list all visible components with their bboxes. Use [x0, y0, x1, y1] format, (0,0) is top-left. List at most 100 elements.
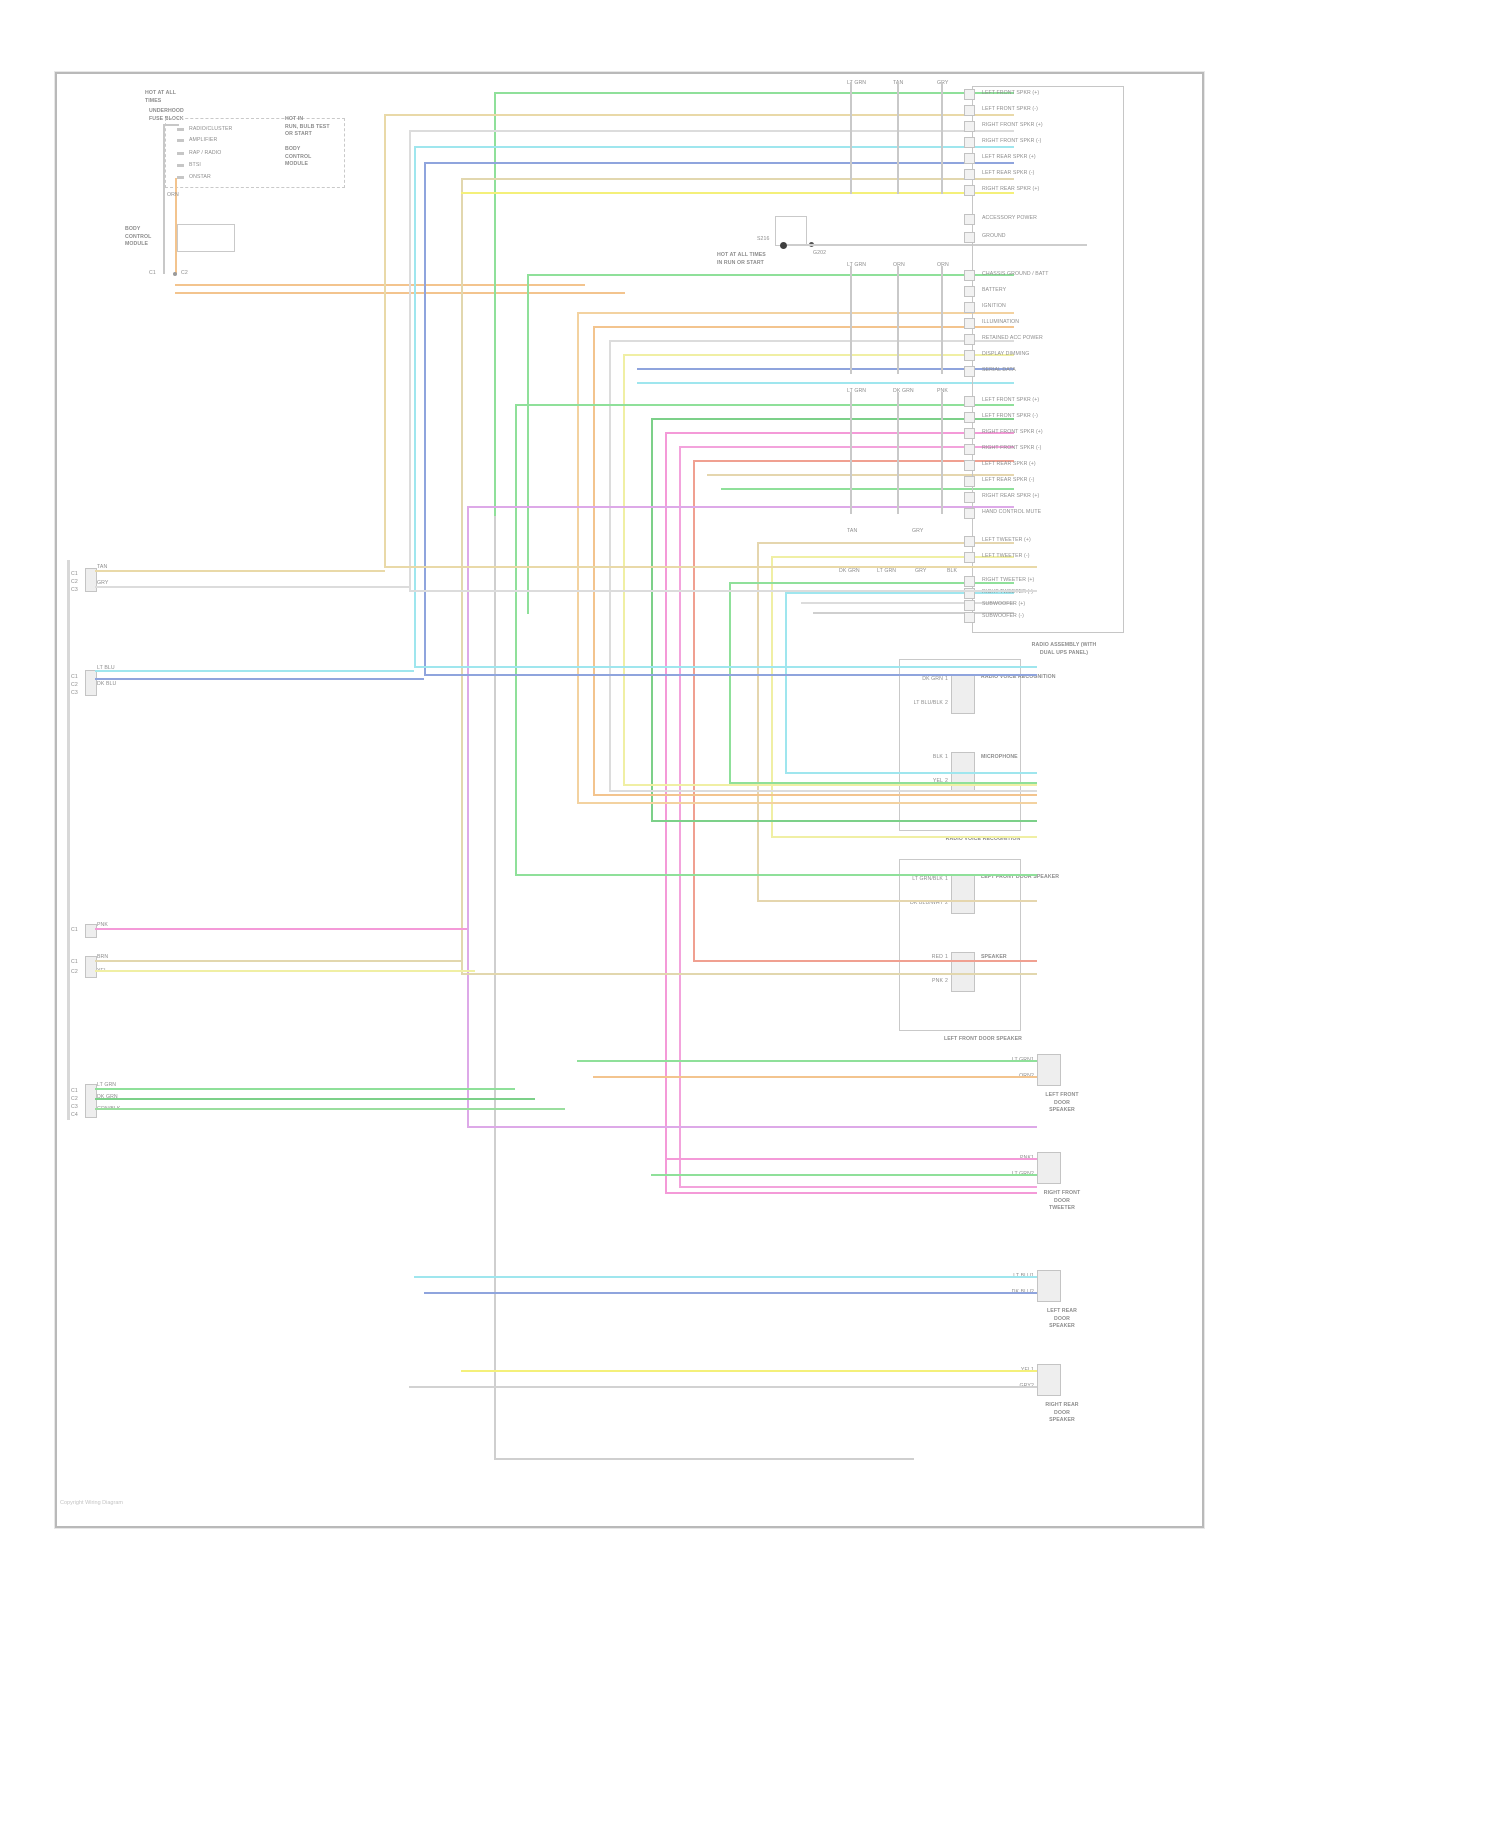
conn-term-b1 [964, 214, 975, 225]
module-1-in2-wire: RED [931, 954, 943, 960]
conn-term-c3 [964, 302, 975, 313]
wire-red-bottom [693, 960, 1037, 962]
left-in-0-pin-1: C2 [71, 579, 78, 585]
conn-term-e1 [964, 536, 975, 547]
footer-text: Copyright Wiring Diagram [60, 1500, 123, 1506]
wire-brn-bottom [461, 973, 1037, 975]
conn-term-b2 [964, 232, 975, 243]
wire-yel-tier2-v [623, 354, 625, 784]
splice-box [775, 216, 807, 246]
wire-pnk2-tier3-v [679, 446, 681, 1186]
conn-label-c2: BATTERY [982, 287, 1007, 293]
conn-spine-d2 [897, 392, 899, 514]
left-in-4-pin-0: C1 [71, 1088, 78, 1094]
wire-dkblu-left-v [424, 162, 426, 674]
conn-label-b2: GROUND [982, 233, 1006, 239]
conn-spine-3 [941, 82, 943, 194]
wire-ltblu2-bottom [414, 666, 1037, 668]
fuse-row-label-3: BTSI [189, 162, 201, 168]
conn-label-b1: ACCESSORY POWER [982, 215, 1037, 221]
left-stub-4c [95, 1108, 565, 1110]
conn-spine-c2 [897, 266, 899, 374]
conn-label-c6: DISPLAY DIMMING [982, 351, 1030, 357]
wirecap-d2: DK GRN [893, 388, 914, 394]
wire-gry-tier5 [801, 602, 1014, 604]
conn-label-d6: LEFT REAR SPKR (-) [982, 477, 1035, 483]
wirecap-f2: LT GRN [877, 568, 897, 574]
conn-label-e1: LEFT TWEETER (+) [982, 537, 1031, 543]
wire-orn-tier2 [577, 312, 1014, 314]
conn-term-d2 [964, 412, 975, 423]
wire-red-tier3-v [693, 460, 695, 960]
wire-yel-tier4-v [771, 556, 773, 836]
conn-term-a4 [964, 137, 975, 148]
conn-term-c4 [964, 318, 975, 329]
left-in-3-label-0: BRN [97, 954, 109, 960]
wire-ltgrn-tier2 [527, 274, 1014, 276]
wire-brn-top [461, 178, 1014, 180]
module-1-in2-pin: 1 [945, 954, 948, 960]
wire-dkgrn-bottom [651, 820, 1037, 822]
conn-label-d2: LEFT FRONT SPKR (-) [982, 413, 1038, 419]
left-in-0-pin-2: C3 [71, 587, 78, 593]
conn-label-a3: RIGHT FRONT SPKR (+) [982, 122, 1043, 128]
module-0-in1-wire: LT BLU/BLK [913, 700, 943, 706]
wire-tan-top [384, 114, 1014, 116]
left-stub-1b [95, 678, 424, 680]
speaker-3-name: RIGHT REAR DOOR SPEAKER [1045, 1402, 1079, 1424]
bcm-outline [177, 224, 235, 252]
left-stub-3a [95, 960, 461, 962]
bcm-junction-dot [173, 272, 177, 276]
wirecap-d1: LT GRN [847, 388, 867, 394]
conn-spine-2 [897, 82, 899, 194]
module-0-in1-pin: 2 [945, 700, 948, 706]
conn-term-e2 [964, 552, 975, 563]
ground-label: G202 [813, 250, 827, 256]
module-0-caption: RADIO VOICE RECOGNITION [945, 836, 1021, 842]
wire-yel-tier4 [771, 556, 1014, 558]
fuse-pin-3 [177, 164, 184, 167]
wire-ltgrn2-tier3 [721, 488, 1014, 490]
left-in-1-label-1: DK BLU [97, 681, 117, 687]
conn-label-a2: LEFT FRONT SPKR (-) [982, 106, 1038, 112]
conn-term-c7 [964, 366, 975, 377]
left-stub-2a [95, 928, 467, 930]
module-0-in3-pin: 2 [945, 778, 948, 784]
wire-dkblu-bottom [424, 674, 1037, 676]
module-1-in0-pin: 1 [945, 876, 948, 882]
wire-label-orn-1: ORN [167, 192, 179, 198]
wire-gry-bottom [609, 790, 1037, 792]
conn-spine-d1 [850, 392, 852, 514]
conn-label-f1: RIGHT TWEETER (+) [982, 577, 1035, 583]
module-0-in3-wire: YEL [932, 778, 943, 784]
module-0-connector-a [951, 674, 975, 714]
wire-ltblu-tier5-v [785, 592, 787, 772]
conn-label-d4: RIGHT FRONT SPKR (-) [982, 445, 1042, 451]
wire-orn-tier2b-v [593, 326, 595, 794]
module-1-caption: LEFT FRONT DOOR SPEAKER [943, 1036, 1023, 1042]
bottom-rail-left-v [494, 516, 496, 1458]
left-in-2-connector [85, 924, 97, 938]
wire-orn-fuse-down [175, 178, 177, 274]
bottom-rail-h [494, 1458, 914, 1460]
fuse-right-note: HOT IN RUN, BULB TEST OR START [285, 116, 330, 138]
spk0-wire-h1 [593, 1076, 1037, 1078]
wire-ltgrn-top [494, 92, 1014, 94]
conn-label-f4: SUBWOOFER (-) [982, 613, 1024, 619]
conn-term-f1 [964, 576, 975, 587]
bcm-name: BODY CONTROL MODULE [125, 226, 152, 248]
wire-pnk-tier3 [665, 432, 1014, 434]
speaker-1-connector [1037, 1152, 1061, 1184]
left-in-4-pin-3: C4 [71, 1112, 78, 1118]
wire-ltblu-top [414, 146, 1014, 148]
wire-ltgrn-tier2-v [527, 274, 529, 614]
module-0-in2-wire: BLK [932, 754, 943, 760]
wirecap-f3: GRY [915, 568, 927, 574]
wire-yel2-bottom [623, 784, 1037, 786]
module-1-name: LEFT FRONT DOOR SPEAKER [981, 874, 1060, 880]
conn-term-a7 [964, 185, 975, 196]
wire-tan-tier4 [757, 542, 1014, 544]
wire-ltgrn2-bottom [729, 782, 1037, 784]
spk3-wire-h0 [461, 1370, 1037, 1372]
conn-spine-d3 [941, 392, 943, 514]
